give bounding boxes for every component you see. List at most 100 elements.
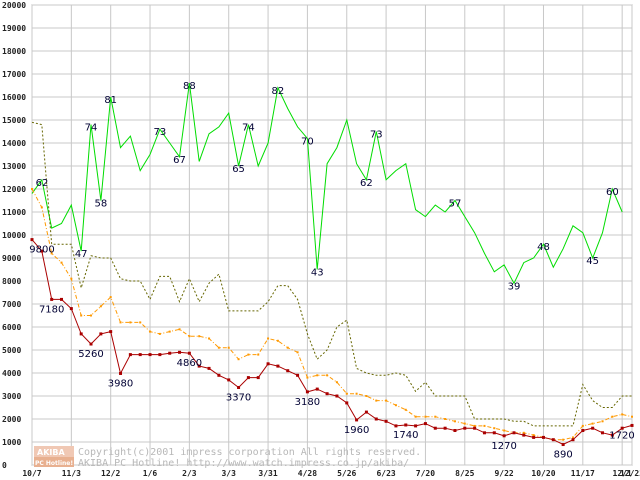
- data-point: [227, 378, 231, 382]
- series-lines: [30, 83, 634, 447]
- y-tick-label: 9000: [2, 254, 21, 263]
- data-labels: 62 47 74 58 81 73 67 88 65 74 82 70 43 62 73 57 39 48 45 60…: [29, 81, 634, 460]
- y-tick-label: 11000: [2, 208, 26, 217]
- data-point: [375, 399, 378, 402]
- data-point: [424, 415, 427, 418]
- series-line: [31, 239, 633, 446]
- data-point: [267, 337, 270, 340]
- data-point: [345, 392, 348, 395]
- data-point: [493, 427, 496, 430]
- data-point: [50, 297, 54, 301]
- data-label: 3980: [108, 378, 133, 389]
- data-point: [247, 353, 250, 356]
- data-point: [237, 385, 241, 389]
- data-point: [138, 353, 142, 357]
- x-tick-label: 11/17: [571, 469, 595, 478]
- data-point: [326, 374, 329, 377]
- data-point: [404, 408, 407, 411]
- data-point: [99, 332, 103, 336]
- data-point: [473, 426, 477, 430]
- data-point: [404, 423, 408, 427]
- series-line: [31, 121, 632, 427]
- x-tick-label: 6/23: [376, 469, 395, 478]
- data-label: 39: [508, 281, 521, 292]
- data-label: 5260: [78, 349, 103, 360]
- series-line: [31, 188, 633, 441]
- data-label: 73: [154, 127, 167, 138]
- data-label: 82: [272, 86, 285, 97]
- y-tick-label: 16000: [2, 93, 26, 102]
- data-point: [168, 351, 172, 355]
- data-point: [207, 366, 211, 370]
- data-point: [109, 296, 112, 299]
- data-point: [453, 420, 456, 423]
- data-point: [296, 373, 300, 377]
- data-label: 73: [370, 130, 383, 141]
- data-point: [335, 394, 339, 398]
- data-point: [217, 346, 220, 349]
- data-point: [473, 424, 476, 427]
- data-point: [197, 364, 201, 368]
- data-point: [315, 387, 319, 391]
- data-point: [433, 426, 437, 430]
- data-point: [571, 438, 575, 442]
- data-point: [217, 373, 221, 377]
- x-tick-label: 3/31: [258, 469, 277, 478]
- data-point: [591, 426, 595, 430]
- y-tick-label: 6000: [2, 323, 21, 332]
- data-label: 1740: [393, 430, 418, 441]
- data-label: 58: [94, 199, 107, 210]
- data-point: [502, 434, 506, 438]
- data-point: [316, 374, 319, 377]
- data-point: [305, 390, 309, 394]
- data-point: [621, 413, 624, 416]
- data-point: [385, 399, 388, 402]
- x-axis-ticks: 10/7 11/3 12/2 1/6 2/3 3/3 3/31 4/28 5/26 6/23 7/2…: [22, 469, 640, 478]
- data-point: [562, 438, 565, 441]
- data-point: [50, 252, 53, 255]
- data-point: [532, 434, 535, 437]
- data-point: [40, 249, 44, 253]
- data-point: [69, 307, 73, 311]
- x-tick-label: 12/1: [613, 469, 632, 478]
- data-label: 4860: [177, 358, 202, 369]
- y-tick-label: 13000: [2, 162, 26, 171]
- data-point: [276, 339, 279, 342]
- y-tick-label: 20000: [2, 1, 26, 10]
- x-tick-label: 12/2: [101, 469, 120, 478]
- logo-text-2: PC Hotline!: [35, 460, 73, 467]
- data-point: [60, 261, 63, 264]
- data-label: 47: [75, 249, 88, 260]
- grid-lines: [31, 4, 633, 466]
- series-0: [31, 83, 623, 285]
- data-point: [257, 353, 260, 356]
- data-point: [178, 328, 181, 331]
- data-point: [188, 335, 191, 338]
- data-point: [394, 404, 397, 407]
- data-point: [80, 314, 83, 317]
- data-label: 74: [85, 123, 98, 134]
- data-point: [70, 277, 73, 280]
- data-point: [482, 431, 486, 435]
- y-tick-label: 12000: [2, 185, 26, 194]
- data-point: [286, 369, 290, 373]
- series-3: [30, 238, 634, 447]
- data-point: [483, 424, 486, 427]
- copyright-text: Copyright(c)2001 impress corporation All…: [78, 447, 421, 458]
- data-point: [591, 422, 594, 425]
- data-point: [99, 305, 102, 308]
- data-label: 43: [311, 268, 324, 279]
- data-point: [237, 358, 240, 361]
- x-tick-label: 1/6: [143, 469, 158, 478]
- data-label: 60: [606, 187, 619, 198]
- data-point: [444, 418, 447, 420]
- data-point: [443, 426, 447, 430]
- data-point: [40, 206, 43, 209]
- data-point: [345, 401, 349, 405]
- data-point: [365, 395, 368, 397]
- series-2: [31, 188, 633, 441]
- x-tick-label: 12/22: [620, 469, 640, 478]
- data-label: 3370: [226, 392, 251, 403]
- data-point: [631, 415, 633, 418]
- data-point: [522, 431, 525, 434]
